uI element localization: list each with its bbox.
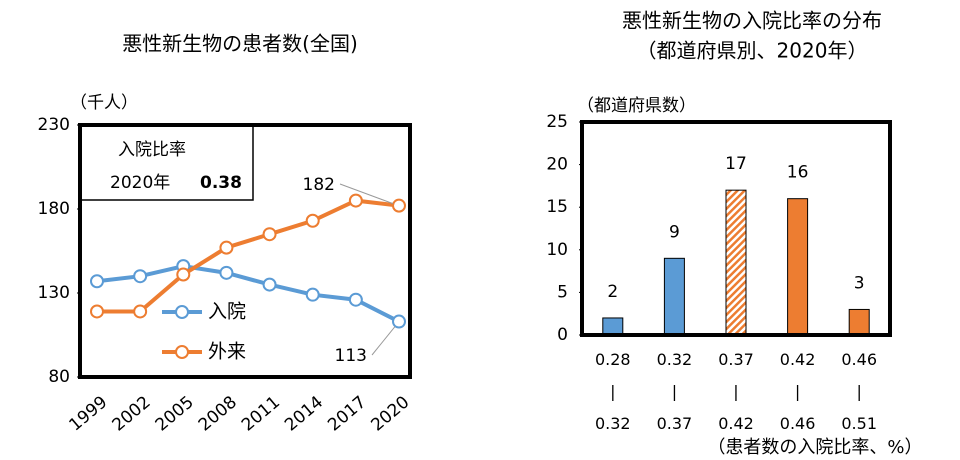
y-tick-label: 0	[557, 325, 568, 345]
legend-swatch	[175, 305, 189, 319]
point	[262, 277, 277, 292]
bar	[725, 189, 747, 336]
plot-frame	[580, 120, 892, 337]
x-tick-label: 2014	[281, 392, 327, 435]
legend-label: 外来	[208, 341, 246, 363]
inset-year: 2020年	[110, 173, 170, 193]
y-tick-label: 5	[557, 282, 568, 302]
inset-label: 入院比率	[118, 140, 186, 160]
y-tick-label: 230	[38, 115, 70, 135]
x-tick-label: 1999	[65, 392, 111, 435]
legend-label: 入院	[208, 301, 246, 323]
series-line	[96, 264, 400, 324]
point	[176, 267, 191, 282]
point	[219, 265, 234, 280]
x-tick-label: 0.28 | 0.32	[595, 350, 631, 433]
y-tick-label: 130	[38, 283, 70, 303]
x-tick-label: 0.37 | 0.42	[718, 350, 754, 433]
x-tick-label: 2008	[195, 392, 241, 435]
data-label: 113	[335, 346, 367, 366]
x-tick-label: 0.46 | 0.51	[841, 350, 877, 433]
point	[348, 193, 363, 208]
data-label: 16	[787, 163, 809, 183]
point	[392, 198, 406, 213]
point	[133, 304, 148, 319]
y-tick-label: 180	[38, 199, 70, 219]
data-label: 17	[725, 154, 747, 174]
y-axis-label: （千人）	[70, 93, 138, 113]
y-tick-label: 25	[546, 112, 568, 132]
chart-title: 悪性新生物の患者数(全国)	[122, 32, 358, 56]
point	[90, 274, 104, 289]
bar	[663, 257, 685, 336]
chart-title: 悪性新生物の入院比率の分布	[622, 9, 882, 33]
y-tick-label: 10	[546, 240, 568, 260]
point	[305, 287, 320, 302]
point	[305, 213, 320, 228]
bar	[848, 308, 870, 336]
data-label: 2	[607, 282, 618, 302]
y-tick-label: 15	[546, 197, 568, 217]
x-tick-label: 0.42 | 0.46	[780, 350, 816, 433]
point	[133, 269, 148, 284]
point	[392, 314, 406, 329]
series-line	[97, 198, 400, 314]
x-tick-label: 2020	[367, 392, 413, 435]
legend-swatch	[175, 345, 189, 359]
data-label: 3	[854, 273, 865, 293]
bar	[787, 198, 809, 336]
data-label: 182	[303, 175, 335, 195]
y-tick-label: 20	[546, 155, 568, 175]
leader-line	[371, 326, 396, 356]
x-tick-label: 2005	[152, 392, 198, 435]
y-tick-label: 80	[48, 367, 70, 387]
x-tick-label: 0.32 | 0.37	[657, 350, 693, 433]
inset-ratio: 0.38	[200, 173, 242, 193]
leader-line	[339, 183, 394, 205]
x-tick-label: 2002	[109, 392, 155, 435]
x-tick-label: 2017	[324, 392, 370, 435]
bar	[602, 317, 624, 336]
data-label: 9	[669, 222, 680, 242]
chart-subtitle: （都道府県別、2020年）	[637, 39, 868, 63]
point	[262, 227, 277, 242]
point	[219, 240, 234, 255]
x-tick-label: 2011	[238, 392, 284, 435]
point	[348, 292, 363, 307]
x-axis-label: （患者数の入院比率、%）	[707, 437, 922, 458]
inset-box	[79, 124, 254, 201]
y-axis-label: （都道府県数）	[577, 96, 696, 116]
plot-frame	[78, 123, 412, 379]
point	[90, 304, 104, 319]
